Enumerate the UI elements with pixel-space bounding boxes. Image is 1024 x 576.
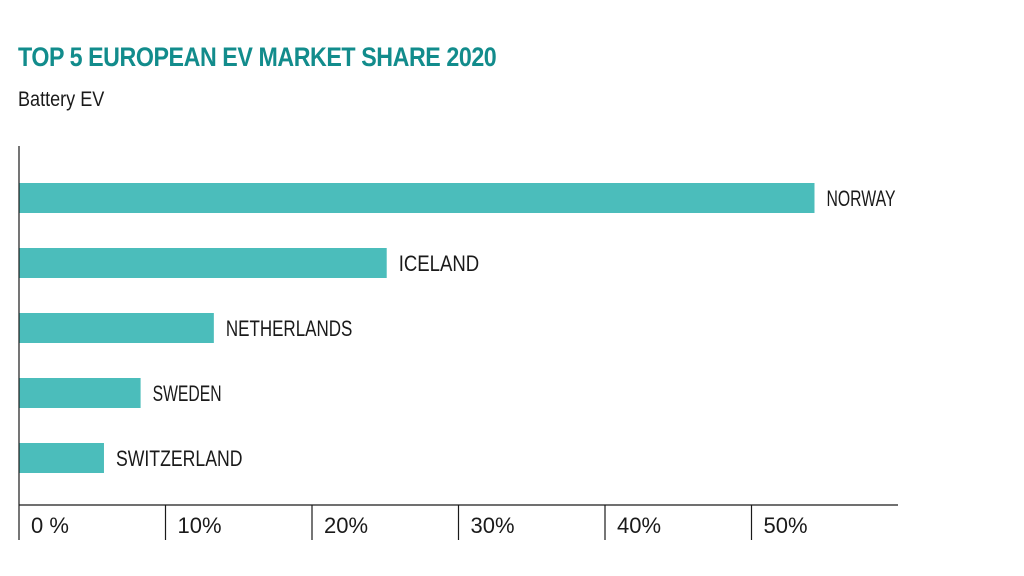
x-tick-label: 40% <box>617 513 661 538</box>
bar-label-sweden: SWEDEN <box>153 381 222 406</box>
bar-sweden <box>19 378 141 408</box>
bar-iceland <box>19 248 387 278</box>
bar-label-netherlands: NETHERLANDS <box>226 316 353 341</box>
bar-label-switzerland: SWITZERLAND <box>116 446 243 471</box>
chart-title: TOP 5 EUROPEAN EV MARKET SHARE 2020 <box>18 42 497 72</box>
bar-label-iceland: ICELAND <box>399 251 480 276</box>
x-tick-label: 20% <box>324 513 368 538</box>
bar-netherlands <box>19 313 214 343</box>
bar-label-norway: NORWAY <box>826 186 895 211</box>
x-tick-label: 50% <box>764 513 808 538</box>
x-tick-label: 0 % <box>31 513 69 538</box>
bar-norway <box>19 183 815 213</box>
x-tick-label: 10% <box>178 513 222 538</box>
bar-switzerland <box>19 443 104 473</box>
x-tick-label: 30% <box>471 513 515 538</box>
chart-subtitle: Battery EV <box>18 88 105 111</box>
